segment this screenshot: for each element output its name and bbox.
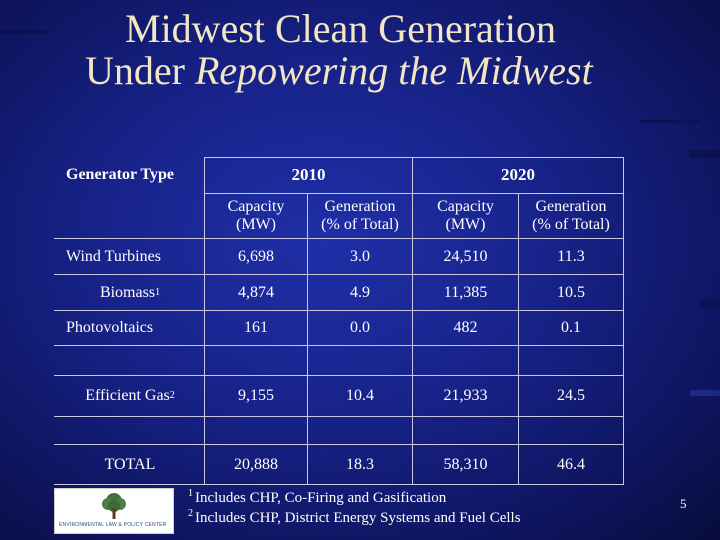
footnote-1-mark: 1	[188, 488, 193, 499]
cell-total-gen2020: 46.4	[557, 455, 585, 473]
footnote-mark: 2	[169, 390, 175, 401]
table-rule	[204, 157, 624, 158]
footnote-mark: 1	[155, 286, 161, 298]
generation-unit: (% of Total)	[532, 216, 610, 233]
decor-bar	[700, 300, 720, 308]
tree-icon	[102, 493, 126, 519]
cell-total-gen2010: 18.3	[346, 455, 374, 473]
title-line-2-plain: Under	[85, 48, 195, 93]
generation-2020-header: Generation (% of Total)	[519, 194, 623, 238]
cell-total-cap2010: 20,888	[234, 455, 278, 473]
cell-pv-gen2020: 0.1	[561, 319, 581, 336]
cell-gas-cap2010: 9,155	[238, 387, 274, 404]
table-rule	[623, 157, 624, 484]
cell-gas-gen2020: 24.5	[557, 387, 585, 404]
year-2020-header: 2020	[501, 165, 535, 184]
table-rule	[54, 238, 624, 239]
cell-total-cap2020: 58,310	[443, 455, 488, 473]
capacity-2010-header: Capacity (MW)	[205, 194, 307, 238]
decor-bar	[690, 150, 720, 158]
table-rule	[54, 444, 624, 445]
title-line-2: Under Repowering the Midwest	[85, 50, 593, 92]
generation-2010-header: Generation (% of Total)	[308, 194, 412, 238]
capacity-2020-header: Capacity (MW)	[413, 194, 518, 238]
cell-gas-cap2020: 21,933	[443, 387, 488, 404]
row-label-text: Efficient Gas	[85, 387, 170, 404]
cell-wind-cap2020: 24,510	[443, 247, 488, 265]
row-label-biomass: Biomass 1	[56, 275, 204, 310]
capacity-unit: (MW)	[236, 216, 276, 233]
cell-pv-cap2020: 482	[453, 319, 478, 336]
table-rule	[54, 484, 624, 485]
table-rule	[412, 157, 413, 484]
table-rule	[204, 193, 624, 194]
footnote-1: 1 Includes CHP, Co-Firing and Gasificatio…	[188, 488, 447, 507]
logo-text: ENVIRONMENTAL LAW & POLICY CENTER	[59, 522, 167, 528]
generation-label: Generation	[535, 198, 607, 215]
decor-bar	[690, 390, 720, 396]
generation-label: Generation	[324, 198, 396, 215]
generation-unit: (% of Total)	[321, 216, 399, 233]
table-rule	[54, 310, 624, 311]
capacity-label: Capacity	[437, 198, 494, 215]
decor-bar	[640, 120, 700, 123]
cell-wind-gen2020: 11.3	[557, 247, 585, 265]
footnote-1-text: Includes CHP, Co-Firing and Gasification	[195, 490, 447, 506]
capacity-unit: (MW)	[445, 216, 486, 233]
footnote-2-text: Includes CHP, District Energy Systems an…	[195, 510, 521, 526]
table-rule	[204, 157, 205, 484]
footnote-2: 2 Includes CHP, District Energy Systems a…	[188, 508, 521, 527]
cell-pv-cap2010: 161	[244, 319, 268, 336]
table-rule	[54, 375, 624, 376]
cell-biomass-cap2020: 11,385	[443, 283, 488, 301]
decor-bar	[0, 30, 50, 34]
cell-biomass-gen2010: 4.9	[350, 283, 370, 301]
footnote-2-mark: 2	[188, 508, 193, 519]
table-rule	[307, 193, 308, 484]
row-label-total: TOTAL	[104, 455, 156, 473]
row-label-photovoltaics: Photovoltaics	[66, 319, 154, 336]
row-label-text: Biomass	[99, 283, 156, 301]
title-line-2-italic: Repowering the Midwest	[194, 48, 593, 93]
elpc-logo: ENVIRONMENTAL LAW & POLICY CENTER	[54, 488, 174, 534]
cell-wind-gen2010: 3.0	[350, 247, 370, 265]
cell-gas-gen2010: 10.4	[346, 387, 374, 404]
generator-type-header: Generator Type	[66, 166, 174, 183]
year-2010-header: 2010	[291, 165, 326, 184]
cell-biomass-cap2010: 4,874	[238, 283, 274, 301]
table-rule	[54, 345, 624, 346]
table-rule	[54, 416, 624, 417]
table-rule	[518, 193, 519, 484]
cell-wind-cap2010: 6,698	[238, 247, 274, 265]
table-rule	[54, 274, 624, 275]
cell-pv-gen2010: 0.0	[350, 319, 370, 336]
capacity-label: Capacity	[227, 198, 285, 215]
row-label-efficient-gas: Efficient Gas 2	[56, 376, 204, 416]
page-number: 5	[680, 496, 687, 511]
title-line-1: Midwest Clean Generation	[125, 6, 556, 51]
row-label-wind: Wind Turbines	[66, 247, 161, 265]
cell-biomass-gen2020: 10.5	[557, 283, 585, 301]
